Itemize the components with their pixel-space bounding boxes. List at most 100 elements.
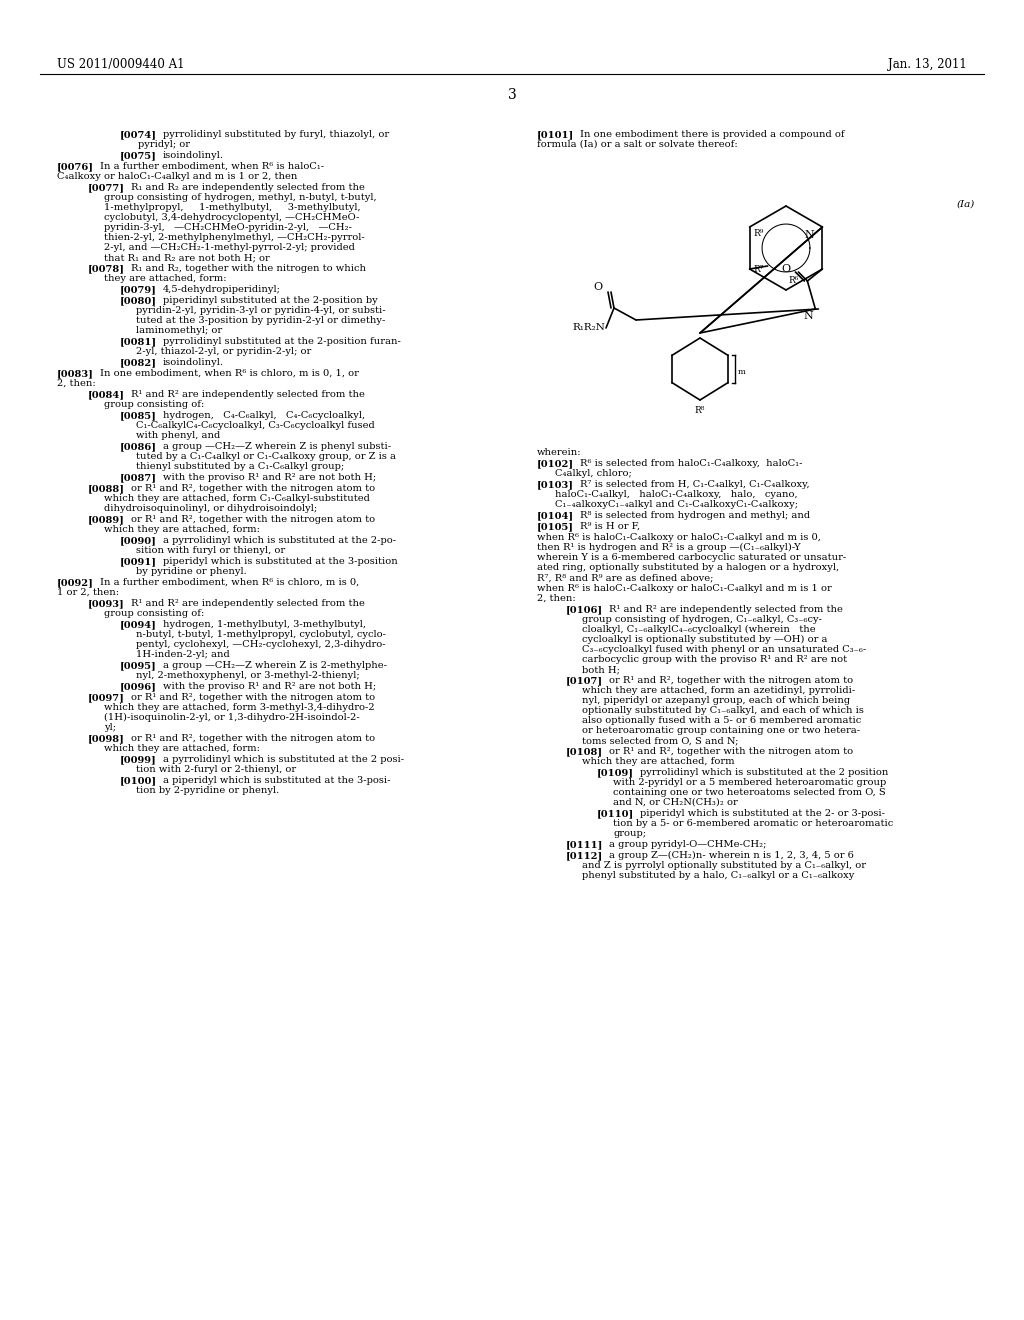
Text: C₃₋₆cycloalkyl fused with phenyl or an unsaturated C₃₋₆-: C₃₋₆cycloalkyl fused with phenyl or an u… bbox=[582, 645, 866, 653]
Text: a pyrrolidinyl which is substituted at the 2-po-: a pyrrolidinyl which is substituted at t… bbox=[163, 536, 396, 545]
Text: with 2-pyridyl or a 5 membered heteroaromatic group: with 2-pyridyl or a 5 membered heteroaro… bbox=[613, 777, 886, 787]
Text: 1-methylpropyl,     1-methylbutyl,     3-methylbutyl,: 1-methylpropyl, 1-methylbutyl, 3-methylb… bbox=[104, 203, 360, 213]
Text: R¹ and R² are independently selected from the: R¹ and R² are independently selected fro… bbox=[609, 605, 843, 614]
Text: O: O bbox=[594, 282, 603, 292]
Text: N: N bbox=[804, 312, 813, 321]
Text: In one embodiment, when R⁶ is chloro, m is 0, 1, or: In one embodiment, when R⁶ is chloro, m … bbox=[100, 370, 358, 378]
Text: which they are attached, form 3-methyl-3,4-dihydro-2: which they are attached, form 3-methyl-3… bbox=[104, 704, 375, 711]
Text: [0082]: [0082] bbox=[120, 358, 157, 367]
Text: 2, then:: 2, then: bbox=[57, 379, 96, 388]
Text: that R₁ and R₂ are not both H; or: that R₁ and R₂ are not both H; or bbox=[104, 253, 269, 261]
Text: O: O bbox=[781, 264, 791, 275]
Text: a group —CH₂—Z wherein Z is phenyl substi-: a group —CH₂—Z wherein Z is phenyl subst… bbox=[163, 442, 391, 451]
Text: R⁷ is selected from H, C₁-C₄alkyl, C₁-C₄alkoxy,: R⁷ is selected from H, C₁-C₄alkyl, C₁-C₄… bbox=[580, 480, 810, 488]
Text: [0094]: [0094] bbox=[120, 620, 157, 630]
Text: [0102]: [0102] bbox=[537, 459, 574, 469]
Text: a pyrrolidinyl which is substituted at the 2 posi-: a pyrrolidinyl which is substituted at t… bbox=[163, 755, 404, 764]
Text: In a further embodiment, when R⁶ is chloro, m is 0,: In a further embodiment, when R⁶ is chlo… bbox=[100, 578, 359, 587]
Text: [0107]: [0107] bbox=[566, 676, 603, 685]
Text: [0090]: [0090] bbox=[120, 536, 157, 545]
Text: C₄alkyl, chloro;: C₄alkyl, chloro; bbox=[555, 469, 632, 478]
Text: cyclobutyl, 3,4-dehydrocyclopentyl, —CH₂CHMeO-: cyclobutyl, 3,4-dehydrocyclopentyl, —CH₂… bbox=[104, 213, 359, 222]
Text: isoindolinyl.: isoindolinyl. bbox=[163, 150, 224, 160]
Text: R¹ and R² are independently selected from the: R¹ and R² are independently selected fro… bbox=[131, 389, 365, 399]
Text: and N, or CH₂N(CH₃)₂ or: and N, or CH₂N(CH₃)₂ or bbox=[613, 799, 737, 807]
Text: [0101]: [0101] bbox=[537, 129, 574, 139]
Text: pyrrolidinyl substituted by furyl, thiazolyl, or: pyrrolidinyl substituted by furyl, thiaz… bbox=[163, 129, 389, 139]
Text: 4,5-dehydropiperidinyl;: 4,5-dehydropiperidinyl; bbox=[163, 285, 281, 294]
Text: thienyl substituted by a C₁-C₆alkyl group;: thienyl substituted by a C₁-C₆alkyl grou… bbox=[136, 462, 344, 471]
Text: US 2011/0009440 A1: US 2011/0009440 A1 bbox=[57, 58, 184, 71]
Text: R⁸: R⁸ bbox=[695, 407, 706, 414]
Text: R⁶ is selected from haloC₁-C₄alkoxy,  haloC₁-: R⁶ is selected from haloC₁-C₄alkoxy, hal… bbox=[580, 459, 803, 469]
Text: [0108]: [0108] bbox=[566, 747, 603, 756]
Text: In one embodiment there is provided a compound of: In one embodiment there is provided a co… bbox=[580, 129, 845, 139]
Text: group consisting of:: group consisting of: bbox=[104, 609, 205, 618]
Text: tion with 2-furyl or 2-thienyl, or: tion with 2-furyl or 2-thienyl, or bbox=[136, 766, 296, 774]
Text: m: m bbox=[738, 368, 745, 376]
Text: laminomethyl; or: laminomethyl; or bbox=[136, 326, 222, 335]
Text: carbocyclic group with the proviso R¹ and R² are not: carbocyclic group with the proviso R¹ an… bbox=[582, 655, 847, 664]
Text: a group Z—(CH₂)n- wherein n is 1, 2, 3, 4, 5 or 6: a group Z—(CH₂)n- wherein n is 1, 2, 3, … bbox=[609, 851, 854, 861]
Text: [0103]: [0103] bbox=[537, 480, 574, 488]
Text: (1H)-isoquinolin-2-yl, or 1,3-dihydro-2H-isoindol-2-: (1H)-isoquinolin-2-yl, or 1,3-dihydro-2H… bbox=[104, 713, 359, 722]
Text: cycloalkyl is optionally substituted by —OH) or a: cycloalkyl is optionally substituted by … bbox=[582, 635, 827, 644]
Text: or R¹ and R², together with the nitrogen atom to: or R¹ and R², together with the nitrogen… bbox=[131, 484, 375, 492]
Text: both H;: both H; bbox=[582, 665, 620, 675]
Text: tion by a 5- or 6-membered aromatic or heteroaromatic: tion by a 5- or 6-membered aromatic or h… bbox=[613, 818, 893, 828]
Text: group consisting of hydrogen, methyl, n-butyl, t-butyl,: group consisting of hydrogen, methyl, n-… bbox=[104, 193, 377, 202]
Text: a piperidyl which is substituted at the 3-posi-: a piperidyl which is substituted at the … bbox=[163, 776, 390, 785]
Text: a group —CH₂—Z wherein Z is 2-methylphe-: a group —CH₂—Z wherein Z is 2-methylphe- bbox=[163, 661, 387, 671]
Text: haloC₁-C₄alkyl,   haloC₁-C₄alkoxy,   halo,   cyano,: haloC₁-C₄alkyl, haloC₁-C₄alkoxy, halo, c… bbox=[555, 490, 798, 499]
Text: [0079]: [0079] bbox=[120, 285, 157, 294]
Text: tion by 2-pyridine or phenyl.: tion by 2-pyridine or phenyl. bbox=[136, 785, 280, 795]
Text: R⁷, R⁸ and R⁹ are as defined above;: R⁷, R⁸ and R⁹ are as defined above; bbox=[537, 573, 714, 582]
Text: group;: group; bbox=[613, 829, 646, 838]
Text: which they are attached, form:: which they are attached, form: bbox=[104, 744, 260, 752]
Text: or R¹ and R², together with the nitrogen atom to: or R¹ and R², together with the nitrogen… bbox=[131, 693, 375, 702]
Text: [0087]: [0087] bbox=[120, 473, 157, 482]
Text: toms selected from O, S and N;: toms selected from O, S and N; bbox=[582, 737, 738, 744]
Text: n-butyl, t-butyl, 1-methylpropyl, cyclobutyl, cyclo-: n-butyl, t-butyl, 1-methylpropyl, cyclob… bbox=[136, 630, 386, 639]
Text: 1 or 2, then:: 1 or 2, then: bbox=[57, 587, 119, 597]
Text: N: N bbox=[805, 230, 814, 240]
Text: [0075]: [0075] bbox=[120, 150, 157, 160]
Text: [0096]: [0096] bbox=[120, 682, 157, 690]
Text: [0112]: [0112] bbox=[566, 851, 603, 861]
Text: pyridin-2-yl, pyridin-3-yl or pyridin-4-yl, or substi-: pyridin-2-yl, pyridin-3-yl or pyridin-4-… bbox=[136, 306, 386, 315]
Text: pyridyl; or: pyridyl; or bbox=[138, 140, 190, 149]
Text: pentyl, cyclohexyl, —CH₂-cyclohexyl, 2,3-dihydro-: pentyl, cyclohexyl, —CH₂-cyclohexyl, 2,3… bbox=[136, 640, 386, 649]
Text: optionally substituted by C₁₋₆alkyl, and each of which is: optionally substituted by C₁₋₆alkyl, and… bbox=[582, 706, 864, 715]
Text: pyrrolidinyl substituted at the 2-position furan-: pyrrolidinyl substituted at the 2-positi… bbox=[163, 337, 400, 346]
Text: [0097]: [0097] bbox=[88, 693, 125, 702]
Text: Jan. 13, 2011: Jan. 13, 2011 bbox=[888, 58, 967, 71]
Text: [0106]: [0106] bbox=[566, 605, 603, 614]
Text: 1H-inden-2-yl; and: 1H-inden-2-yl; and bbox=[136, 649, 229, 659]
Text: piperidinyl substituted at the 2-position by: piperidinyl substituted at the 2-positio… bbox=[163, 296, 378, 305]
Text: 2, then:: 2, then: bbox=[537, 594, 575, 603]
Text: In a further embodiment, when R⁶ is haloC₁-: In a further embodiment, when R⁶ is halo… bbox=[100, 162, 325, 172]
Text: R⁶: R⁶ bbox=[788, 276, 799, 285]
Text: also optionally fused with a 5- or 6 membered aromatic: also optionally fused with a 5- or 6 mem… bbox=[582, 715, 861, 725]
Text: formula (Ia) or a salt or solvate thereof:: formula (Ia) or a salt or solvate thereo… bbox=[537, 140, 737, 149]
Text: which they are attached, form an azetidinyl, pyrrolidi-: which they are attached, form an azetidi… bbox=[582, 686, 855, 696]
Text: or R¹ and R², together with the nitrogen atom to: or R¹ and R², together with the nitrogen… bbox=[131, 734, 375, 743]
Text: [0086]: [0086] bbox=[120, 442, 157, 451]
Text: when R⁶ is haloC₁-C₄alkoxy or haloC₁-C₄alkyl and m is 0,: when R⁶ is haloC₁-C₄alkoxy or haloC₁-C₄a… bbox=[537, 533, 821, 543]
Text: tuted at the 3-position by pyridin-2-yl or dimethy-: tuted at the 3-position by pyridin-2-yl … bbox=[136, 315, 385, 325]
Text: which they are attached, form: which they are attached, form bbox=[582, 756, 734, 766]
Text: or heteroaromatic group containing one or two hetera-: or heteroaromatic group containing one o… bbox=[582, 726, 860, 735]
Text: piperidyl which is substituted at the 2- or 3-posi-: piperidyl which is substituted at the 2-… bbox=[640, 809, 885, 818]
Text: 2-yl, thiazol-2-yl, or pyridin-2-yl; or: 2-yl, thiazol-2-yl, or pyridin-2-yl; or bbox=[136, 347, 311, 356]
Text: pyrrolidinyl which is substituted at the 2 position: pyrrolidinyl which is substituted at the… bbox=[640, 768, 889, 777]
Text: with the proviso R¹ and R² are not both H;: with the proviso R¹ and R² are not both … bbox=[163, 682, 376, 690]
Text: then R¹ is hydrogen and R² is a group —(C₁₋₆alkyl)-Y: then R¹ is hydrogen and R² is a group —(… bbox=[537, 543, 801, 552]
Text: [0074]: [0074] bbox=[120, 129, 157, 139]
Text: [0092]: [0092] bbox=[57, 578, 94, 587]
Text: [0110]: [0110] bbox=[597, 809, 634, 818]
Text: or R¹ and R², together with the nitrogen atom to: or R¹ and R², together with the nitrogen… bbox=[131, 515, 375, 524]
Text: isoindolinyl.: isoindolinyl. bbox=[163, 358, 224, 367]
Text: nyl, piperidyl or azepanyl group, each of which being: nyl, piperidyl or azepanyl group, each o… bbox=[582, 696, 850, 705]
Text: sition with furyl or thienyl, or: sition with furyl or thienyl, or bbox=[136, 546, 285, 554]
Text: cloalkyl, C₁₋₆alkylC₄₋₆cycloalkyl (wherein   the: cloalkyl, C₁₋₆alkylC₄₋₆cycloalkyl (where… bbox=[582, 624, 816, 634]
